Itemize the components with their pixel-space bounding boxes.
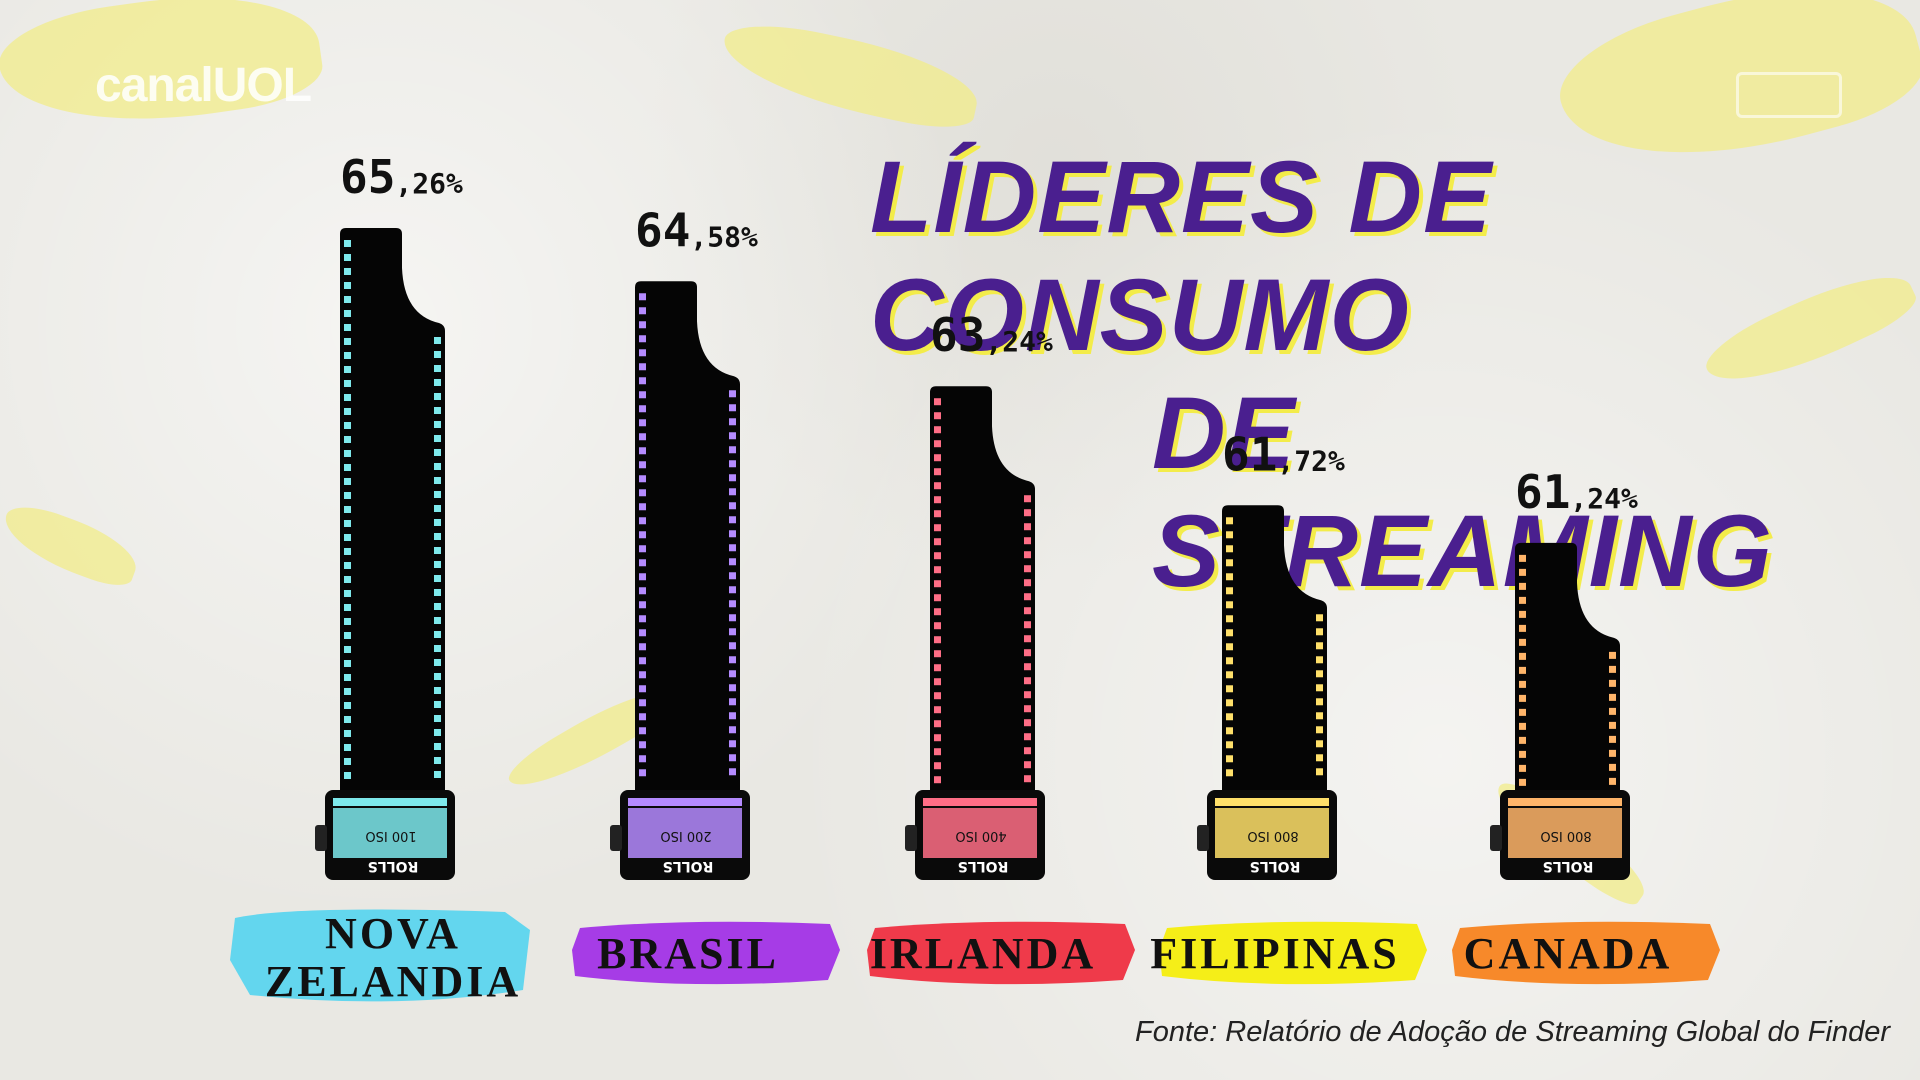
category-label: FILIPINAS	[1150, 929, 1400, 978]
film-rolls-label: ROLLS	[368, 858, 419, 874]
film-iso-label: 800 ISO	[1540, 828, 1591, 843]
bar-group: 400 ISO ROLLS 63,24% IRLANDA	[867, 308, 1135, 985]
film-iso-label: 400 ISO	[955, 828, 1006, 843]
source-note: Fonte: Relatório de Adoção de Streaming …	[1135, 1016, 1890, 1048]
bar-group: 800 ISO ROLLS 61,72% FILIPINAS	[1150, 427, 1427, 985]
corner-badge	[1736, 72, 1842, 118]
category-label: CANADA	[1464, 929, 1673, 978]
value-label: 63,24%	[930, 308, 1053, 362]
category-label-bg	[230, 909, 530, 1002]
category-label-bg	[1452, 921, 1720, 985]
film-rolls-label: ROLLS	[663, 858, 714, 874]
bar-brasil	[635, 281, 740, 790]
film-canister-icon: 800 ISO ROLLS	[1490, 790, 1630, 880]
film-iso-label: 200 ISO	[660, 828, 711, 843]
film-rolls-label: ROLLS	[1250, 858, 1301, 874]
film-canister-icon: 200 ISO ROLLS	[610, 790, 750, 880]
bar-irlanda	[930, 386, 1035, 790]
category-label: ZELANDIA	[265, 957, 521, 1006]
category-label: BRASIL	[597, 929, 779, 978]
film-rolls-label: ROLLS	[1543, 858, 1594, 874]
bar-nova-zelandia	[340, 228, 445, 790]
category-label-bg	[572, 921, 840, 985]
film-iso-label: 100 ISO	[365, 828, 416, 843]
category-label-bg	[867, 921, 1135, 985]
title-line-1: LÍDERES DE CONSUMO	[870, 138, 1780, 374]
bar-group: 200 ISO ROLLS 64,58% BRASIL	[572, 203, 840, 985]
film-canister-icon: 800 ISO ROLLS	[1197, 790, 1337, 880]
value-label: 61,72%	[1222, 427, 1345, 481]
bar-canada	[1515, 542, 1620, 790]
film-rolls-label: ROLLS	[958, 858, 1009, 874]
film-canister-icon: 100 ISO ROLLS	[315, 790, 455, 880]
film-canister-icon: 400 ISO ROLLS	[905, 790, 1045, 880]
brand-logo: canalUOL	[95, 59, 312, 112]
value-label: 65,26%	[340, 150, 463, 204]
category-label-bg	[1159, 921, 1427, 985]
film-iso-label: 800 ISO	[1247, 828, 1298, 843]
value-label: 61,24%	[1515, 465, 1638, 519]
category-label: NOVA	[325, 909, 461, 958]
category-label: IRLANDA	[870, 929, 1096, 978]
value-label: 64,58%	[635, 203, 758, 257]
bar-group: 800 ISO ROLLS 61,24% CANADA	[1452, 465, 1720, 985]
bar-filipinas	[1222, 505, 1327, 790]
